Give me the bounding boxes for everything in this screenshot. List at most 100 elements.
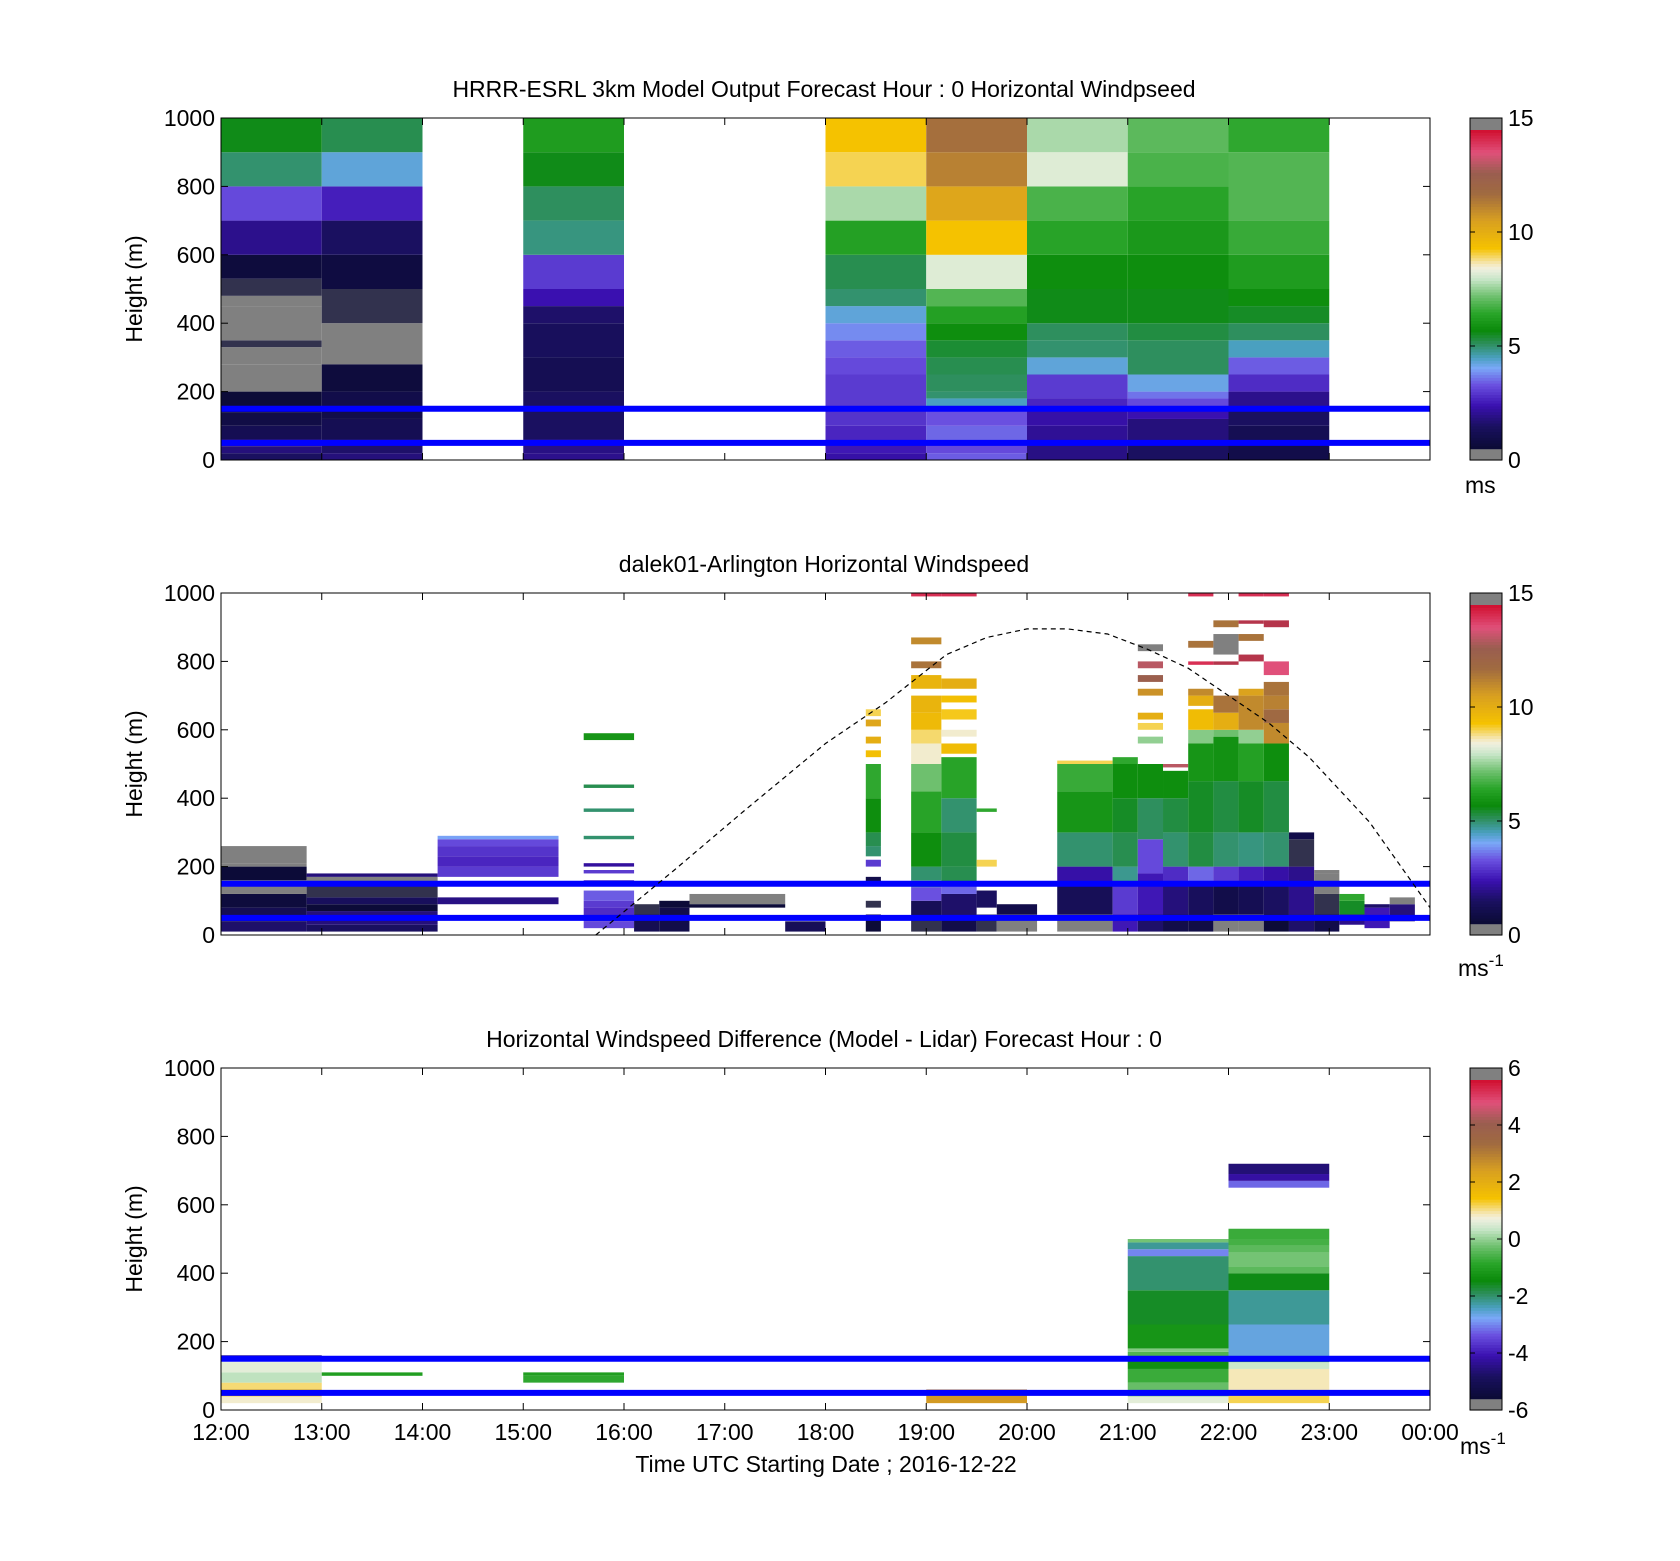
colorbar-swatch [1470,334,1502,339]
colorbar-swatch [1470,1401,1502,1405]
heatmap-cell [926,374,1027,392]
x-tick-label: 21:00 [1099,1419,1157,1445]
heatmap-cell [941,678,977,689]
colorbar-swatch [1470,137,1502,142]
colorbar-swatch [1470,1273,1502,1277]
colorbar-swatch [1470,220,1502,225]
y-tick-label: 400 [177,310,215,336]
heatmap-cell [1127,1239,1229,1243]
colorbar-swatch [1470,744,1502,748]
colorbar-swatch [1470,1250,1502,1254]
colorbar-swatch [1470,340,1502,344]
colorbar-swatch [1470,300,1502,304]
heatmap-cell [1263,866,1289,884]
colorbar-swatch [1470,929,1502,933]
heatmap-cell [1213,729,1239,737]
heatmap-cell [221,186,322,221]
colorbar-swatch [1470,314,1502,319]
colorbar-swatch [1470,801,1502,805]
colorbar-swatch [1470,875,1502,879]
heatmap-cell [1188,640,1214,648]
heatmap-cell [221,412,322,426]
heatmap-cell [911,832,942,867]
heatmap-cell [1027,408,1128,426]
colorbar-swatch [1470,863,1502,868]
colorbar-swatch [1470,783,1502,788]
colorbar-swatch [1470,1144,1502,1149]
colorbar-swatch [1470,357,1502,361]
colorbar-swatch [1470,263,1502,267]
colorbar-swatch [1470,689,1502,694]
colorbar-swatch [1470,1296,1502,1300]
colorbar-swatch [1470,229,1502,233]
heatmap-cell [926,408,1027,426]
colorbar-swatch [1470,900,1502,905]
colorbar-swatch [1470,1210,1502,1214]
panel-model-title: HRRR-ESRL 3km Model Output Forecast Hour… [452,76,1195,102]
heatmap-cell [1127,1358,1229,1369]
colorbar-tick-label: 10 [1508,694,1534,720]
heatmap-cell [659,900,690,908]
y-tick-label: 200 [177,854,215,880]
x-tick-label: 14:00 [394,1419,452,1445]
colorbar-swatch [1470,1353,1502,1357]
colorbar-swatch [1470,408,1502,413]
colorbar-swatch [1470,886,1502,890]
colorbar-swatch [1470,192,1502,196]
colorbar-swatch [1470,769,1502,774]
x-tick-label: 18:00 [797,1419,855,1445]
heatmap-cell [1288,866,1315,915]
colorbar-swatch [1470,764,1502,768]
colorbar-swatch [1470,1182,1502,1186]
colorbar-swatch [1470,746,1502,751]
colorbar-swatch [1470,394,1502,398]
colorbar-swatch [1470,1324,1502,1328]
heatmap-cell [1127,442,1229,460]
heatmap-cell [583,870,635,874]
heatmap-cell [1137,798,1164,840]
colorbar-swatch [1470,1110,1502,1115]
colorbar-tick-label: 0 [1508,1226,1521,1252]
heatmap-cell [1213,620,1239,628]
y-tick-label: 800 [177,1123,215,1149]
colorbar-swatch [1470,1164,1502,1169]
colorbar-swatch [1470,1125,1502,1129]
colorbar-swatch [1470,1321,1502,1326]
heatmap-cell [1228,442,1330,460]
colorbar-swatch [1470,442,1502,447]
colorbar-swatch [1470,761,1502,765]
heatmap-cell [1188,781,1214,833]
heatmap-cell [865,750,881,758]
heatmap-cell [1263,883,1289,915]
heatmap-cell [321,220,423,255]
heatmap-cell [926,186,1027,221]
colorbar-swatch [1470,1079,1502,1083]
colorbar-swatch [1470,1335,1502,1340]
heatmap-cell [1188,695,1214,706]
heatmap-cell [1127,374,1229,392]
heatmap-cell [1213,883,1239,915]
x-tick-label: 15:00 [494,1419,552,1445]
heatmap-cell [1228,1245,1330,1253]
heatmap-cell [321,391,423,419]
heatmap-cell [1127,118,1229,153]
colorbar-swatch [1470,1102,1502,1106]
colorbar-swatch [1470,672,1502,677]
model-colorbar-unit: ms [1465,472,1496,498]
heatmap-cell [1228,323,1330,341]
heatmap-cell [1112,866,1138,884]
colorbar-swatch [1470,1090,1502,1095]
colorbar-swatch [1470,846,1502,851]
colorbar-tick-label: -6 [1508,1397,1528,1423]
colorbar-swatch [1470,1338,1502,1343]
difference-heatmap [221,1163,1330,1404]
heatmap-cell [1027,152,1128,187]
heatmap-cell [941,883,977,894]
colorbar-swatch [1470,1344,1502,1348]
y-tick-label: 600 [177,242,215,268]
colorbar-tick-label: 2 [1508,1169,1521,1195]
heatmap-cell [911,712,942,730]
colorbar-swatch [1470,306,1502,310]
heatmap-cell [1163,883,1189,915]
colorbar-swatch [1470,729,1502,734]
